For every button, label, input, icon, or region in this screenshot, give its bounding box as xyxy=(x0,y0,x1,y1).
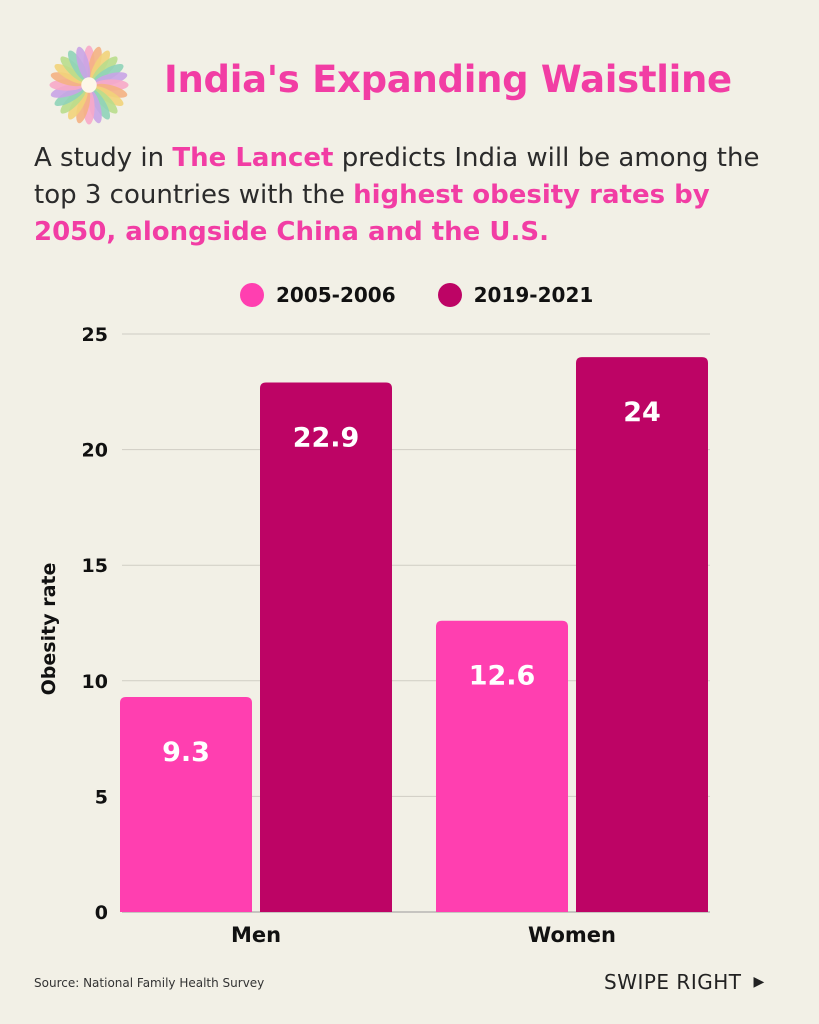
logo-center xyxy=(81,77,97,93)
swipe-right-hint[interactable]: SWIPE RIGHT ▶ xyxy=(604,970,765,994)
bar-value-label: 9.3 xyxy=(162,737,210,768)
logo-petal xyxy=(87,46,102,81)
x-tick-label: Women xyxy=(528,923,616,947)
logo-petal xyxy=(76,46,91,81)
y-tick-label: 25 xyxy=(82,324,108,346)
swipe-right-label: SWIPE RIGHT xyxy=(604,970,742,994)
bar-value-label: 24 xyxy=(623,397,661,428)
logo-petal xyxy=(50,72,85,87)
legend-item-2005-2006: 2005-2006 xyxy=(240,283,396,307)
legend-swatch-2005-2006 xyxy=(240,283,264,307)
logo-petal xyxy=(93,83,128,98)
play-arrow-icon: ▶ xyxy=(753,974,765,990)
bar-chart: 0 5 10 15 20 25 Obesity rate 9.3 22.9 Men 12.6 24 Wo… xyxy=(38,324,710,947)
bar-women-2005-2006 xyxy=(436,620,568,912)
y-axis-label: Obesity rate xyxy=(38,563,60,696)
legend-item-2019-2021: 2019-2021 xyxy=(437,283,594,307)
y-tick-label: 10 xyxy=(82,671,108,693)
bar-men-2019-2021 xyxy=(260,382,392,912)
legend-label-2005-2006: 2005-2006 xyxy=(276,283,396,307)
bar-value-label: 22.9 xyxy=(293,423,360,454)
bar-value-label: 12.6 xyxy=(469,661,536,692)
chart-legend: 2005-2006 2019-2021 xyxy=(240,280,635,310)
legend-label-2019-2021: 2019-2021 xyxy=(473,283,594,307)
y-tick-label: 5 xyxy=(95,786,108,808)
subtitle: A study in The Lancet predicts India wil… xyxy=(34,140,794,251)
bar-women-2019-2021 xyxy=(576,357,708,912)
source-note: Source: National Family Health Survey xyxy=(34,976,265,990)
subtitle-highlight-obesity: highest obesity rates by 2050, alongside… xyxy=(34,180,710,247)
subtitle-highlight-lancet: The Lancet xyxy=(172,143,334,173)
y-tick-label: 20 xyxy=(82,440,108,462)
legend-swatch-2019-2021 xyxy=(437,283,462,307)
y-tick-label: 0 xyxy=(95,902,108,924)
x-tick-label: Men xyxy=(231,923,281,947)
bar-men-2005-2006 xyxy=(120,696,252,912)
subtitle-text-1: A study in xyxy=(34,143,173,173)
page-title: India's Expanding Waistline xyxy=(164,58,732,101)
flower-logo-icon xyxy=(49,45,129,125)
subtitle-text-2: predicts India will be among the top 3 c… xyxy=(34,143,760,210)
logo-petal xyxy=(76,89,91,124)
y-tick-label: 15 xyxy=(82,555,108,577)
